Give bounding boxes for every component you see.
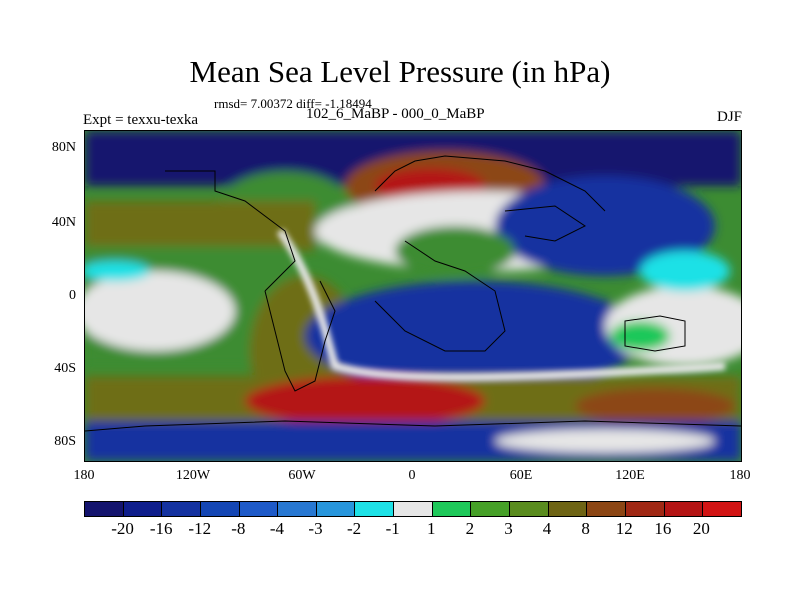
coast-australia [624,315,686,352]
colorbar [84,501,742,517]
coastlines [85,155,741,432]
x-tick-60e: 60E [509,468,533,483]
field-brown-south [575,388,735,424]
experiment-label: Expt = texxu-texka [83,112,199,128]
pressure-field [85,131,741,461]
colorbar-box [316,502,356,516]
coast-africa [374,240,506,352]
colorbar-box [471,502,511,516]
colorbar-label: -2 [347,519,362,538]
x-tick-0: 0 [408,468,416,483]
y-tick-80s: 80S [54,434,76,449]
colorbar-box [355,502,395,516]
colorbar-box [394,502,433,516]
colorbar-label: 2 [465,519,475,538]
colorbar-box [664,502,704,516]
field-olive-west [85,201,315,251]
colorbar-label: -3 [308,519,323,538]
colorbar-box [587,502,626,516]
colorbar-label: 8 [581,519,590,538]
x-tick-180e: 180 [729,468,751,483]
colorbar-box [510,502,549,516]
colorbar-label: 16 [654,519,672,538]
rmsd-stats: rmsd= 7.00372 diff= -1.18494 [214,96,372,111]
colorbar-box [123,502,163,516]
y-tick-40n: 40N [51,215,76,230]
pressure-front-lines [276,228,726,382]
colorbar-box [239,502,279,516]
y-tick-80n: 80N [51,140,76,155]
colorbar-label: -12 [188,519,212,538]
field-green-med [395,226,515,276]
field-green-australia [610,321,670,351]
coast-samerica [264,280,336,392]
plot-title: Mean Sea Level Pressure (in hPa) [189,54,611,89]
coast-antarctica [85,420,741,432]
field-gray-south [495,429,715,453]
coast-eurasia [374,155,606,212]
field-cyan-westpacific [640,251,730,291]
difference-label: 102_6_MaBP - 000_0_MaBP [306,106,485,122]
colorbar-label: 20 [692,519,710,538]
colorbar-label: -16 [149,519,173,538]
colorbar-box [200,502,240,516]
colorbar-box [625,502,665,516]
colorbar-box [432,502,472,516]
pressure-map [84,130,742,462]
coast-namerica [165,170,296,292]
season-label: DJF [716,109,742,125]
colorbar-box [278,502,317,516]
field-front-line [276,228,726,382]
colorbar-label: -4 [269,519,285,538]
x-tick-120e: 120E [615,468,645,483]
colorbar-label: -20 [111,519,134,538]
colorbar-box [548,502,588,516]
colorbar-label: -1 [385,519,400,538]
field-gray-pacific [85,271,235,351]
y-tick-40s: 40S [54,361,76,376]
colorbar-box [703,502,741,516]
field-blue-africa [305,281,645,391]
coast-india [504,205,586,242]
pressure-map-svg [85,131,741,461]
field-red-south [245,376,485,426]
field-cyan-pacific [85,261,150,281]
colorbar-label: 3 [504,519,513,538]
colorbar-label: -8 [231,519,246,538]
colorbar-box [85,502,124,516]
x-tick-60w: 60W [288,468,316,483]
x-tick-120w: 120W [175,468,211,483]
colorbar-label: 1 [427,519,436,538]
colorbar-label: 12 [615,519,633,538]
x-tick-180w: 180 [73,468,95,483]
colorbar-label: 4 [542,519,552,538]
y-tick-0: 0 [69,288,76,303]
field-blue-asia [495,176,715,276]
colorbar-box [162,502,201,516]
